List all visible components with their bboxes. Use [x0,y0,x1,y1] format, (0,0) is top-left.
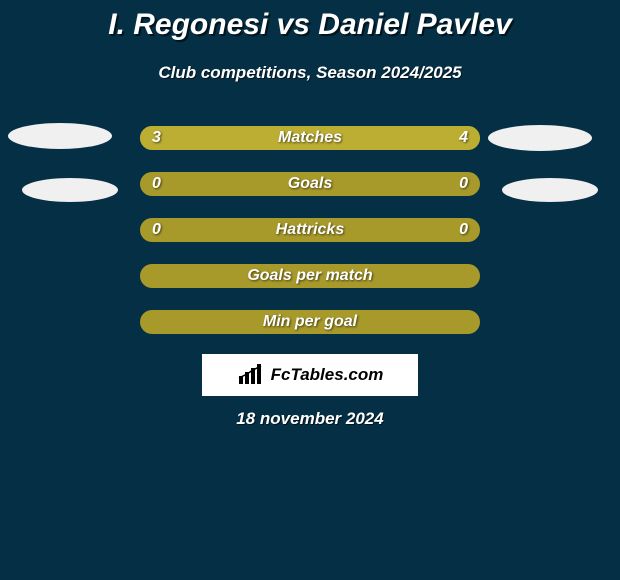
right-player-mark [488,125,592,151]
left-player-mark [8,123,112,149]
stat-row: Goals0 0 [140,172,480,196]
attribution-box: FcTables.com [202,354,418,396]
left-player-mark [22,178,118,202]
stat-row: Min per goal [140,310,480,334]
stat-value-left: 3 [152,126,161,150]
stat-value-right: 0 [459,218,468,242]
stat-value-left: 0 [152,172,161,196]
right-player-mark [502,178,598,202]
page-title: I. Regonesi vs Daniel Pavlev [0,8,620,42]
generated-date: 18 november 2024 [0,409,620,429]
stat-label: Goals per match [140,264,480,288]
subtitle: Club competitions, Season 2024/2025 [0,63,620,83]
stat-value-left: 0 [152,218,161,242]
attribution-text: FcTables.com [271,365,384,385]
stat-value-right: 4 [459,126,468,150]
stat-row: Hattricks0 0 [140,218,480,242]
comparison-infographic: I. Regonesi vs Daniel Pavlev Club compet… [0,0,620,580]
stat-label: Matches [140,126,480,150]
stat-label: Goals [140,172,480,196]
stat-label: Hattricks [140,218,480,242]
stat-row: Goals per match [140,264,480,288]
chart-bars-icon [237,364,265,386]
stat-value-right: 0 [459,172,468,196]
stat-label: Min per goal [140,310,480,334]
stat-row: Matches3 4 [140,126,480,150]
